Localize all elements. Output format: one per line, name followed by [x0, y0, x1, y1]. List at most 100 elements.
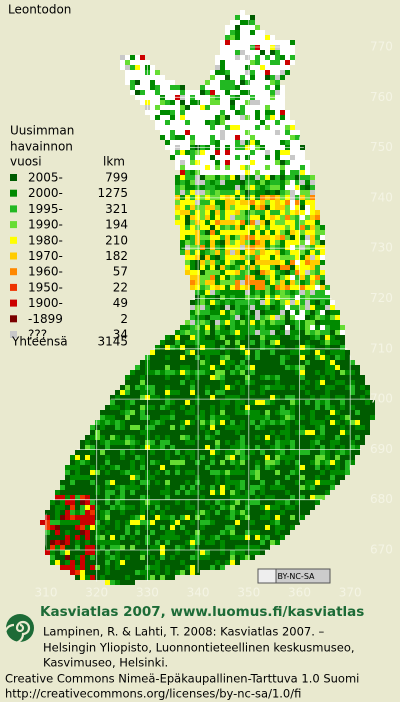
map-cell: [275, 270, 280, 275]
map-cell: [195, 390, 200, 395]
map-cell: [305, 510, 310, 515]
map-cell: [225, 425, 230, 430]
map-cell: [80, 565, 85, 570]
map-cell: [320, 350, 325, 355]
map-cell: [285, 175, 290, 180]
map-cell: [230, 230, 235, 235]
map-cell: [175, 335, 180, 340]
map-cell: [205, 235, 210, 240]
map-cell: [205, 85, 210, 90]
map-cell: [125, 510, 130, 515]
map-cell: [175, 125, 180, 130]
map-cell: [290, 380, 295, 385]
map-cell: [175, 555, 180, 560]
map-cell: [180, 410, 185, 415]
map-cell: [345, 375, 350, 380]
map-cell: [280, 170, 285, 175]
map-cell: [250, 295, 255, 300]
map-cell: [310, 245, 315, 250]
map-cell: [230, 480, 235, 485]
map-cell: [155, 70, 160, 75]
map-cell: [320, 300, 325, 305]
map-cell: [240, 500, 245, 505]
map-cell: [300, 190, 305, 195]
map-cell: [290, 325, 295, 330]
map-cell: [270, 100, 275, 105]
map-cell: [155, 355, 160, 360]
map-cell: [225, 60, 230, 65]
map-cell: [265, 350, 270, 355]
map-cell: [135, 475, 140, 480]
map-cell: [280, 365, 285, 370]
map-cell: [280, 495, 285, 500]
map-cell: [265, 255, 270, 260]
map-cell: [245, 530, 250, 535]
map-cell: [115, 540, 120, 545]
map-cell: [205, 250, 210, 255]
map-cell: [290, 215, 295, 220]
map-cell: [190, 185, 195, 190]
map-cell: [265, 280, 270, 285]
map-cell: [265, 370, 270, 375]
map-cell: [225, 155, 230, 160]
map-cell: [185, 570, 190, 575]
map-cell: [310, 250, 315, 255]
map-cell: [165, 510, 170, 515]
map-cell: [320, 305, 325, 310]
map-cell: [285, 355, 290, 360]
map-cell: [195, 485, 200, 490]
map-cell: [270, 290, 275, 295]
map-cell: [310, 405, 315, 410]
map-cell: [235, 485, 240, 490]
map-cell: [70, 550, 75, 555]
map-cell: [205, 110, 210, 115]
map-cell: [60, 485, 65, 490]
legend-count: 210: [105, 233, 128, 247]
map-cell: [215, 225, 220, 230]
map-cell: [340, 420, 345, 425]
map-cell: [140, 540, 145, 545]
map-cell: [230, 465, 235, 470]
map-cell: [335, 435, 340, 440]
map-cell: [225, 255, 230, 260]
map-cell: [175, 505, 180, 510]
map-cell: [185, 190, 190, 195]
map-cell: [255, 60, 260, 65]
map-cell: [210, 390, 215, 395]
map-cell: [210, 465, 215, 470]
map-cell: [125, 410, 130, 415]
map-cell: [60, 490, 65, 495]
map-cell: [255, 270, 260, 275]
map-cell: [190, 540, 195, 545]
map-cell: [135, 535, 140, 540]
map-cell: [140, 430, 145, 435]
map-cell: [245, 425, 250, 430]
map-cell: [240, 115, 245, 120]
northing-label: 680: [370, 492, 393, 506]
map-cell: [190, 215, 195, 220]
map-cell: [190, 330, 195, 335]
map-cell: [200, 255, 205, 260]
easting-label: 330: [136, 586, 159, 600]
map-cell: [90, 470, 95, 475]
map-cell: [190, 440, 195, 445]
map-cell: [245, 225, 250, 230]
map-cell: [295, 465, 300, 470]
map-cell: [200, 135, 205, 140]
map-cell: [235, 365, 240, 370]
map-cell: [225, 85, 230, 90]
map-cell: [275, 165, 280, 170]
map-cell: [265, 225, 270, 230]
map-cell: [305, 370, 310, 375]
map-cell: [300, 225, 305, 230]
map-cell: [300, 455, 305, 460]
map-cell: [190, 320, 195, 325]
map-cell: [355, 385, 360, 390]
map-cell: [180, 330, 185, 335]
map-cell: [235, 320, 240, 325]
map-cell: [275, 365, 280, 370]
map-cell: [105, 570, 110, 575]
map-cell: [315, 360, 320, 365]
map-cell: [200, 470, 205, 475]
map-cell: [185, 545, 190, 550]
